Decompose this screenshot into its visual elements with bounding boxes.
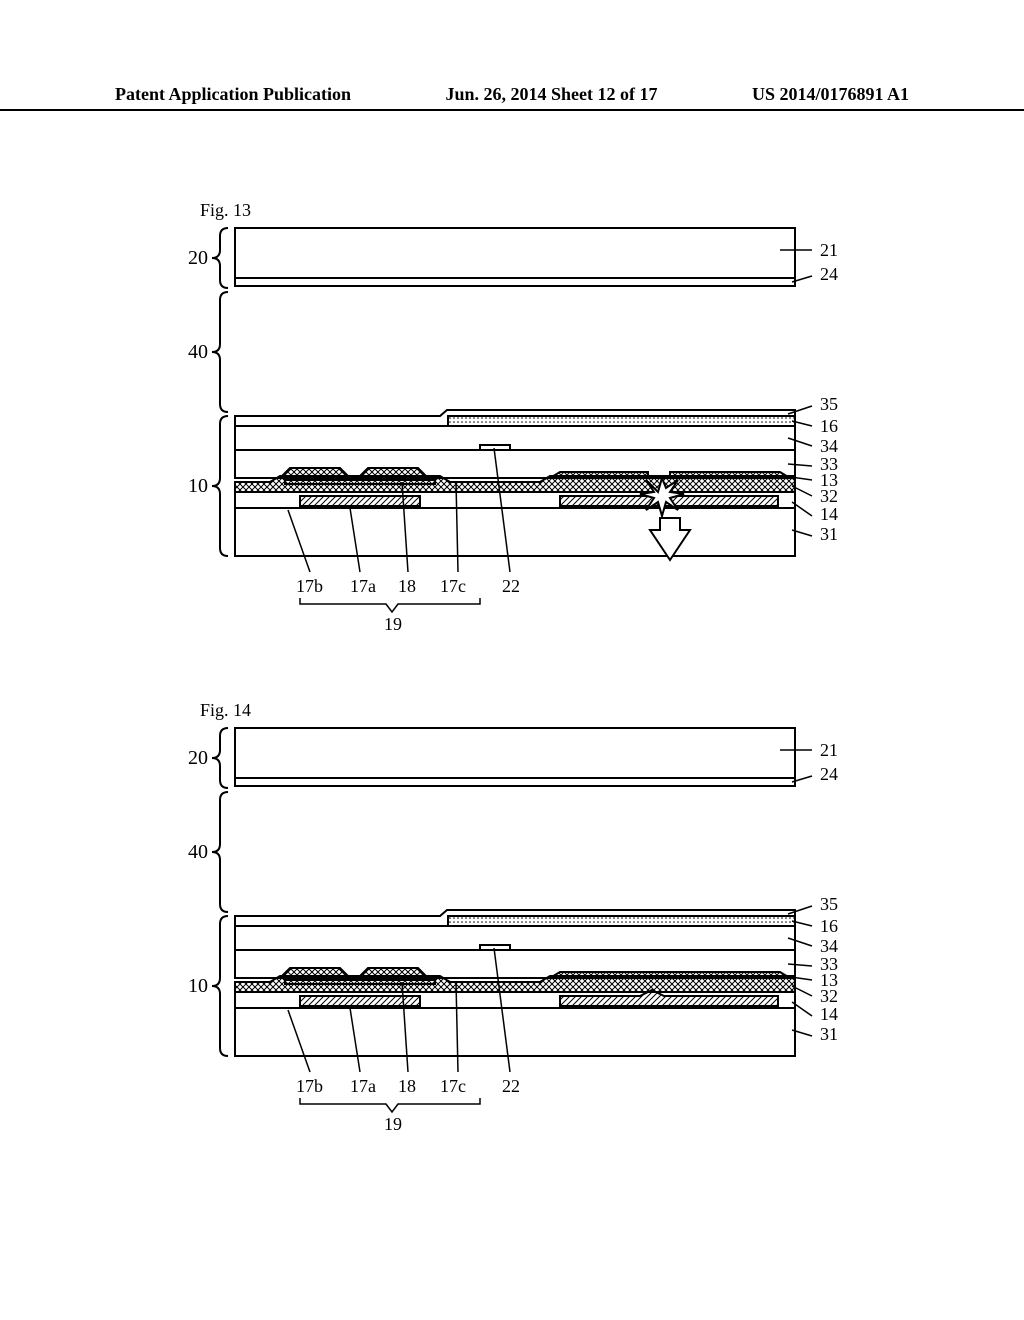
fig14-svg: 20 40 10 21 24	[180, 720, 860, 1140]
svg-text:31: 31	[820, 524, 838, 544]
svg-text:21: 21	[820, 240, 838, 260]
layer-16-pattern	[448, 416, 795, 426]
header-center: Jun. 26, 2014 Sheet 12 of 17	[445, 84, 657, 109]
svg-text:24: 24	[820, 264, 838, 284]
svg-text:17a: 17a	[350, 1076, 376, 1096]
layer-24	[235, 278, 795, 286]
header-right: US 2014/0176891 A1	[752, 84, 909, 109]
svg-text:17a: 17a	[350, 576, 376, 596]
svg-text:34: 34	[820, 936, 838, 956]
left-brackets: 20 40 10	[188, 228, 228, 556]
layer-14-electrode-left	[300, 496, 420, 506]
label-10: 10	[188, 475, 208, 497]
svg-text:19: 19	[384, 1114, 402, 1134]
page-header: Patent Application Publication Jun. 26, …	[0, 84, 1024, 111]
svg-text:17c: 17c	[440, 1076, 466, 1096]
svg-text:16: 16	[820, 916, 838, 936]
svg-text:40: 40	[188, 841, 208, 863]
layer-21	[235, 228, 795, 278]
svg-text:31: 31	[820, 1024, 838, 1044]
svg-text:18: 18	[398, 1076, 416, 1096]
label-40: 40	[188, 341, 208, 363]
svg-text:14: 14	[820, 1004, 838, 1024]
svg-text:32: 32	[820, 986, 838, 1006]
fig13-diagram: 20 40 10	[180, 220, 860, 640]
layer-16	[448, 916, 795, 926]
svg-text:35: 35	[820, 894, 838, 914]
svg-text:17b: 17b	[296, 576, 323, 596]
layer-24	[235, 778, 795, 786]
svg-text:32: 32	[820, 486, 838, 506]
layer-14-electrode-left	[300, 996, 420, 1006]
fig13-svg: 20 40 10	[180, 220, 860, 640]
svg-text:34: 34	[820, 436, 838, 456]
svg-text:24: 24	[820, 764, 838, 784]
svg-text:21: 21	[820, 740, 838, 760]
layer-34	[235, 926, 795, 950]
svg-text:19: 19	[384, 614, 402, 634]
svg-text:22: 22	[502, 576, 520, 596]
arrow-up	[650, 518, 690, 560]
svg-text:17b: 17b	[296, 1076, 323, 1096]
svg-text:35: 35	[820, 394, 838, 414]
layer-31	[235, 508, 795, 556]
label-20: 20	[188, 247, 208, 269]
fig14-label: Fig. 14	[200, 700, 251, 721]
svg-text:16: 16	[820, 416, 838, 436]
svg-text:20: 20	[188, 747, 208, 769]
left-brackets: 20 40 10	[188, 728, 228, 1056]
svg-text:22: 22	[502, 1076, 520, 1096]
svg-text:10: 10	[188, 975, 208, 997]
layer-31	[235, 1008, 795, 1056]
layer-34	[235, 426, 795, 450]
svg-text:14: 14	[820, 504, 838, 524]
fig14-diagram: 20 40 10 21 24	[180, 720, 860, 1140]
layer-21	[235, 728, 795, 778]
fig13-label: Fig. 13	[200, 200, 251, 221]
header-left: Patent Application Publication	[115, 84, 351, 109]
svg-text:17c: 17c	[440, 576, 466, 596]
svg-text:18: 18	[398, 576, 416, 596]
